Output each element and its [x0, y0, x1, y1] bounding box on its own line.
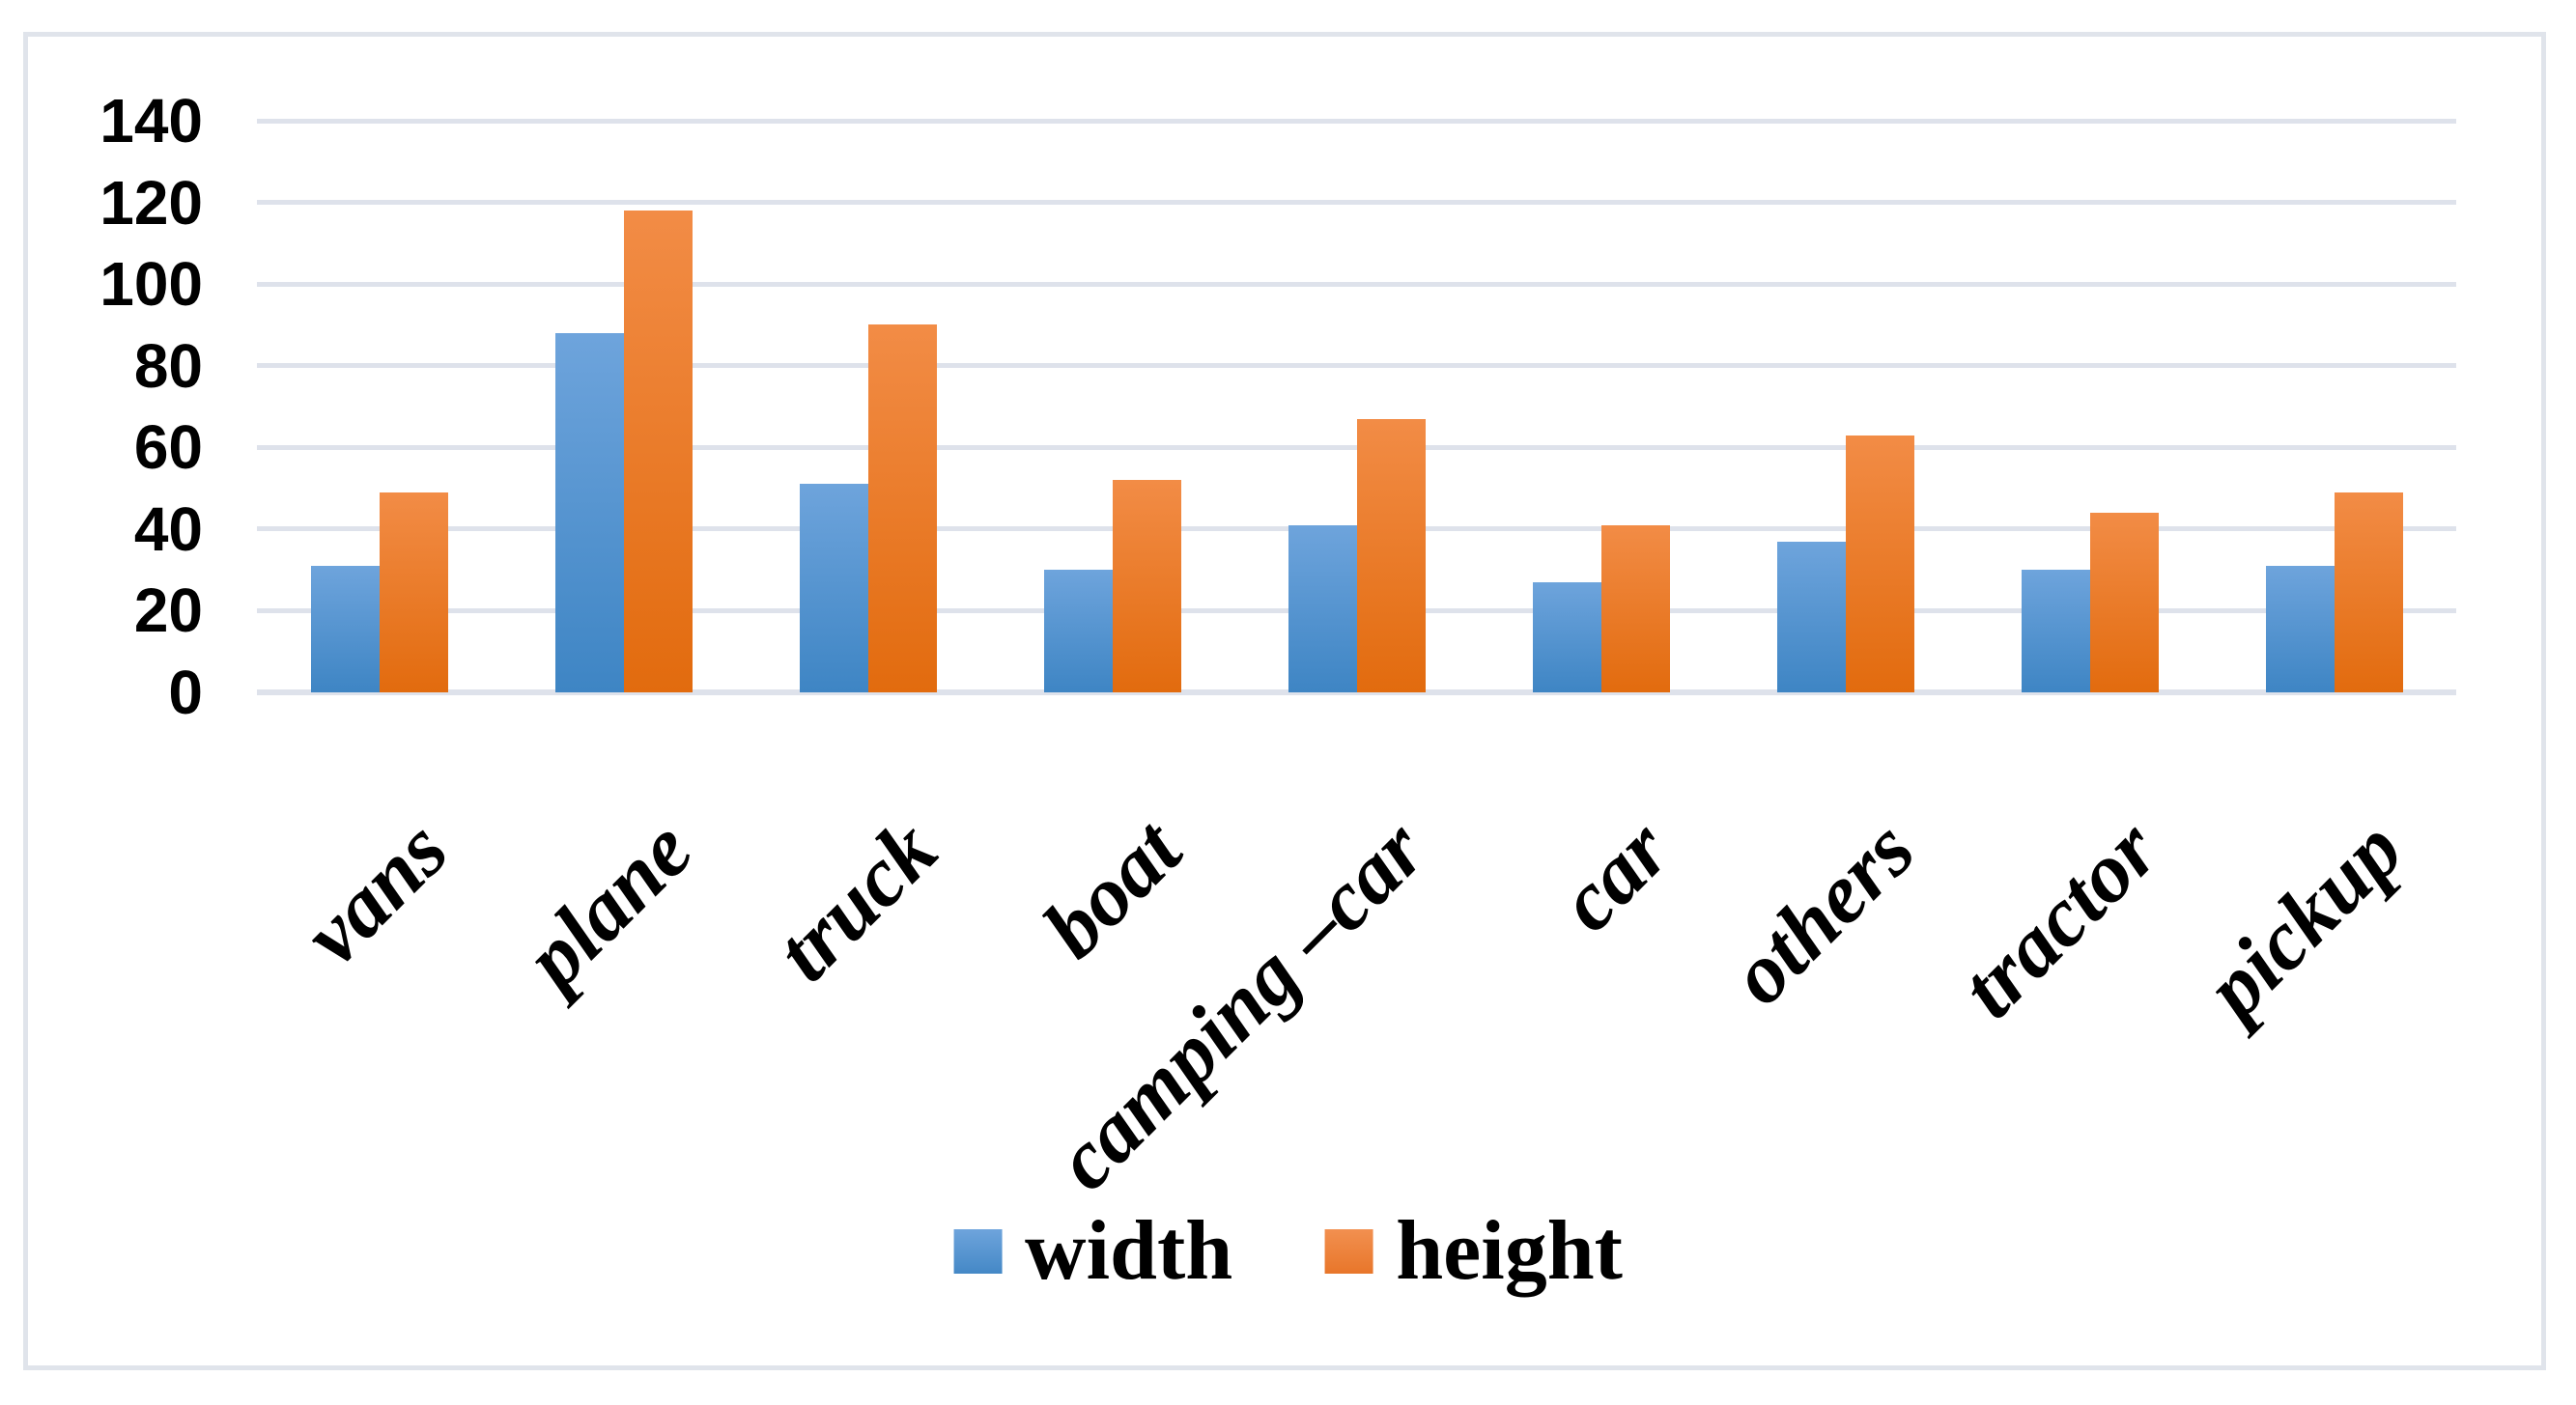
bar-height-car — [1600, 524, 1670, 692]
legend-label-height: height — [1396, 1204, 1623, 1298]
bar-width-pickup — [2265, 565, 2335, 692]
y-axis-tick-label-120: 120 — [99, 167, 203, 238]
gridline-0 — [257, 689, 2456, 695]
legend-item-height: height — [1324, 1209, 1623, 1294]
bar-width-boat — [1043, 570, 1113, 692]
bar-height-truck — [867, 324, 937, 692]
bar-height-boat — [1112, 480, 1181, 692]
gridline-80 — [257, 363, 2456, 369]
bar-width-camping-–car — [1288, 524, 1357, 692]
bar-height-camping-–car — [1356, 418, 1426, 692]
bar-height-others — [1845, 435, 1914, 692]
legend-item-width: width — [953, 1209, 1232, 1294]
bar-height-pickup — [2334, 492, 2403, 692]
bar-width-tractor — [2021, 570, 2090, 692]
plot-area — [257, 118, 2456, 695]
gridline-120 — [257, 200, 2456, 206]
legend-swatch-width — [953, 1229, 1003, 1274]
y-axis-tick-label-20: 20 — [133, 576, 203, 646]
y-axis-tick-label-0: 0 — [168, 658, 203, 727]
legend-label-width: width — [1025, 1204, 1233, 1298]
y-axis-tick-label-80: 80 — [133, 330, 203, 401]
chart-outer-border — [23, 32, 2546, 1370]
legend-swatch-height — [1324, 1229, 1373, 1274]
bar-width-truck — [799, 484, 868, 692]
bar-height-tractor — [2089, 512, 2159, 692]
bar-width-plane — [554, 332, 624, 692]
y-axis-tick-label-140: 140 — [99, 86, 203, 155]
legend: width height — [953, 1209, 1623, 1294]
gridline-140 — [257, 118, 2456, 124]
gridline-100 — [257, 281, 2456, 287]
bar-width-others — [1776, 541, 1846, 692]
y-axis-tick-label-40: 40 — [133, 493, 203, 564]
bar-width-car — [1532, 581, 1601, 692]
y-axis-tick-label-60: 60 — [133, 412, 203, 483]
bar-height-vans — [379, 492, 448, 692]
y-axis-tick-label-100: 100 — [99, 249, 203, 320]
bar-height-plane — [623, 211, 693, 692]
bar-width-vans — [310, 565, 380, 692]
